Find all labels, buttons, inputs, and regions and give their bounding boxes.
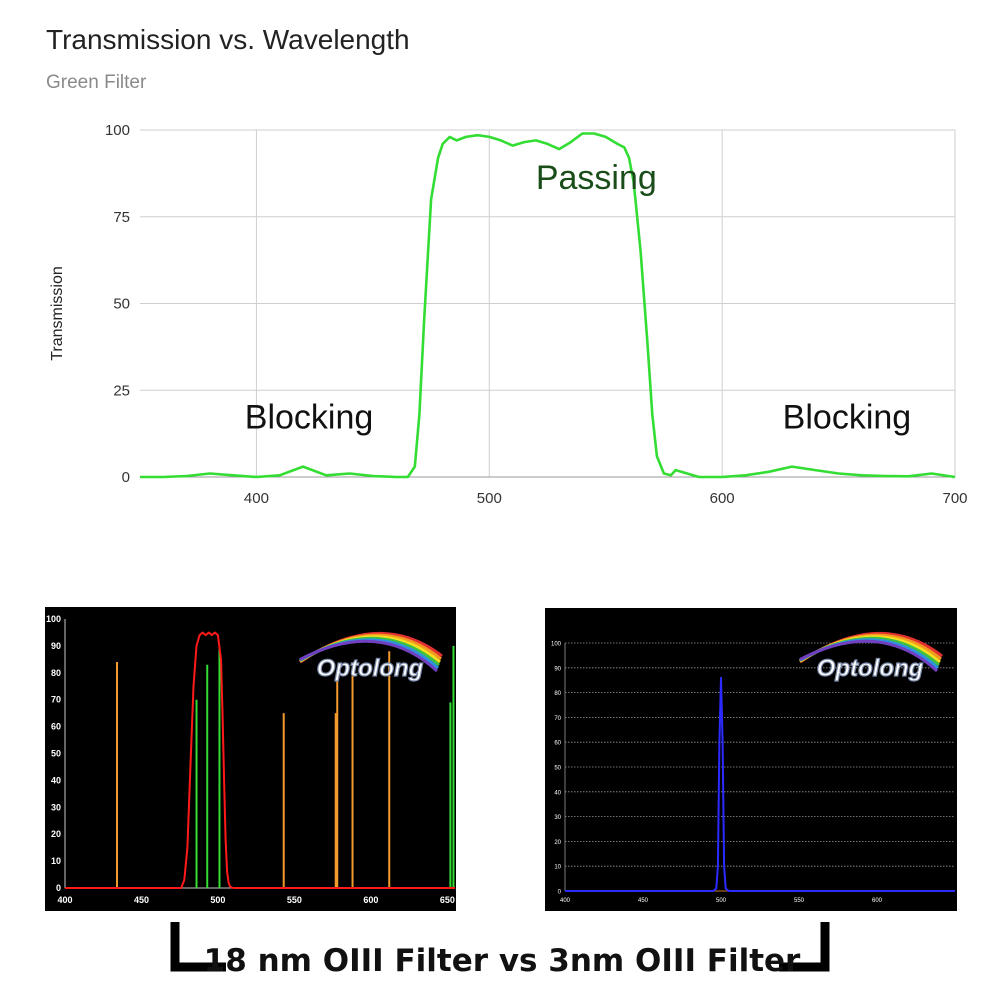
chart-background [545,608,957,911]
y-tick-label: 50 [554,766,561,772]
logo-text: Optolong [317,655,424,682]
y-tick-label: 0 [56,883,61,893]
y-axis-label: Transmission [49,266,66,361]
optolong-logo: Optolong [299,631,443,683]
logo-arc [799,639,939,673]
y-tick-label: 80 [554,691,561,697]
y-tick-label: 40 [554,790,561,796]
caption-text: 18 nm OIII Filter vs 3nm OIII Filter [204,943,801,979]
y-tick-label: 0 [122,469,130,486]
y-tick-label: 50 [113,296,130,313]
optolong-logo: Optolong [799,631,943,683]
x-tick-label: 650 [440,895,455,905]
chart-subtitle: Green Filter [46,72,147,93]
x-tick-label: 550 [794,898,805,904]
blocking-annotation: Blocking [245,398,374,436]
x-tick-label: 500 [477,490,502,507]
passing-annotation: Passing [536,159,657,197]
y-tick-label: 20 [554,840,561,846]
y-tick-label: 60 [554,741,561,747]
filter-curve [565,676,955,892]
blocking-annotation: Blocking [783,398,912,436]
y-tick-label: 50 [51,749,61,759]
y-tick-label: 80 [51,668,61,678]
y-tick-label: 30 [554,815,561,821]
main-transmission-chart: 400 500 600 700 0 25 50 75 100 Transmission Blocki… [49,122,968,507]
x-tick-label: 450 [638,898,649,904]
x-tick-label: 500 [716,898,727,904]
y-tick-label: 10 [51,856,61,866]
y-tick-label: 100 [105,122,130,139]
y-tick-label: 100 [551,642,562,648]
right-bracket [779,922,830,972]
y-tick-label: 60 [51,722,61,732]
y-tick-label: 40 [51,775,61,785]
x-tick-label: 400 [57,895,72,905]
y-tick-label: 0 [558,890,562,896]
y-tick-label: 10 [554,865,561,871]
chart-title: Transmission vs. Wavelength [46,24,410,55]
y-tick-label: 20 [51,829,61,839]
y-tick-label: 25 [113,382,130,399]
filter-curve [65,631,455,889]
x-tick-label: 550 [287,895,302,905]
y-tick-label: 90 [554,666,561,672]
logo-text: Optolong [817,655,924,682]
chart-background [45,607,456,911]
x-tick-label: 400 [244,490,269,507]
transmission-curve [140,132,956,479]
y-tick-label: 70 [51,695,61,705]
y-tick-label: 100 [46,614,61,624]
y-tick-label: 70 [554,716,561,722]
x-tick-label: 600 [710,490,735,507]
x-tick-label: 400 [560,898,571,904]
logo-arc [299,639,439,673]
y-tick-label: 75 [113,209,130,226]
y-tick-label: 90 [51,641,61,651]
x-tick-label: 450 [134,895,149,905]
y-tick-label: 30 [51,802,61,812]
x-tick-label: 600 [363,895,378,905]
x-tick-label: 500 [210,895,225,905]
x-tick-label: 600 [872,898,883,904]
left-bracket [170,922,226,972]
x-tick-label: 700 [942,490,967,507]
